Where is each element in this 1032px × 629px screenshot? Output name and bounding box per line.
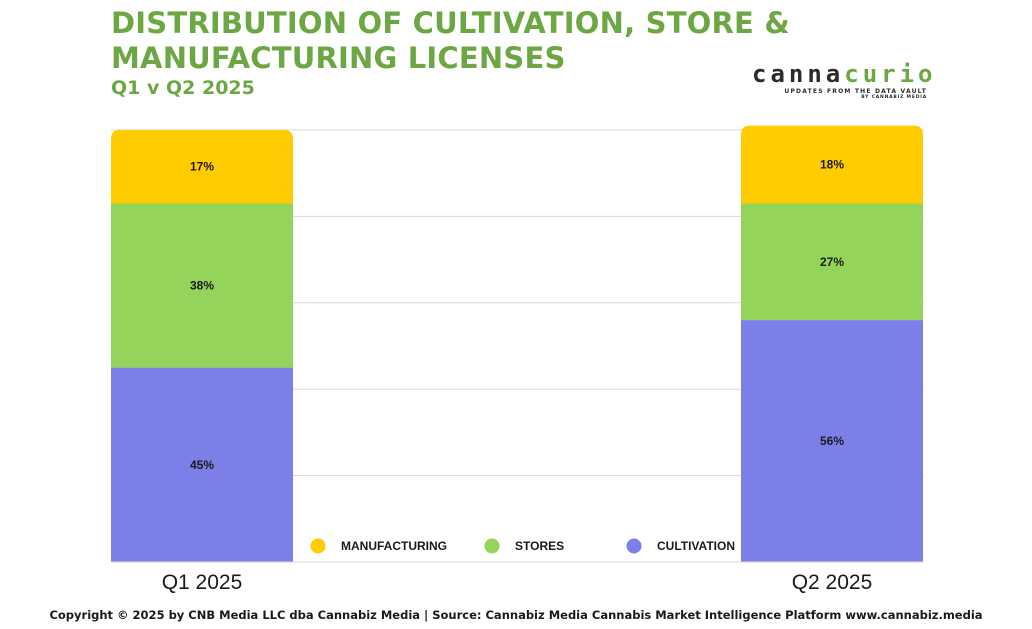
data-label-stores-1: 27% [820,255,844,269]
bar-segment-cultivation-0 [111,367,293,562]
legend-marker-stores [484,538,500,554]
bar-segment-manufacturing-0 [111,130,293,204]
logo-word-part2: curio [844,60,937,88]
category-label-1: Q2 2025 [792,571,873,594]
data-label-stores-0: 38% [190,279,214,293]
bar-segment-cultivation-1 [741,320,923,562]
legend-label-manufacturing: MANUFACTURING [341,539,447,553]
logo-byline: BY CANNABIZ MEDIA [861,95,927,100]
logo-wordmark: cannacurio [752,60,932,88]
bar-segment-stores-1 [741,203,923,321]
copyright-footer: Copyright © 2025 by CNB Media LLC dba Ca… [49,608,983,622]
data-label-manufacturing-1: 18% [820,158,844,172]
chart-title: DISTRIBUTION OF CULTIVATION, STORE & MAN… [111,6,790,75]
legend-marker-manufacturing [310,538,326,554]
legend-label-stores: STORES [515,539,564,553]
data-label-cultivation-1: 56% [820,434,844,448]
data-label-manufacturing-0: 17% [190,160,214,174]
legend-label-cultivation: CULTIVATION [657,539,735,553]
legend-marker-cultivation [626,538,642,554]
data-label-cultivation-0: 45% [190,458,214,472]
stacked-bar-chart: 45% 38% 17% Q1 2025 56% 27% 18% Q2 2025 MANUFACT… [111,125,924,594]
cannacurio-logo: cannacurio UPDATES FROM THE DATA VAULT B… [752,60,932,100]
chart-subtitle: Q1 v Q2 2025 [111,77,255,99]
bar-segment-stores-0 [111,203,293,368]
logo-word-part1: canna [752,60,845,88]
logo-tagline: UPDATES FROM THE DATA VAULT [784,88,927,95]
bar-segment-manufacturing-1 [741,125,923,204]
category-label-0: Q1 2025 [162,571,243,594]
